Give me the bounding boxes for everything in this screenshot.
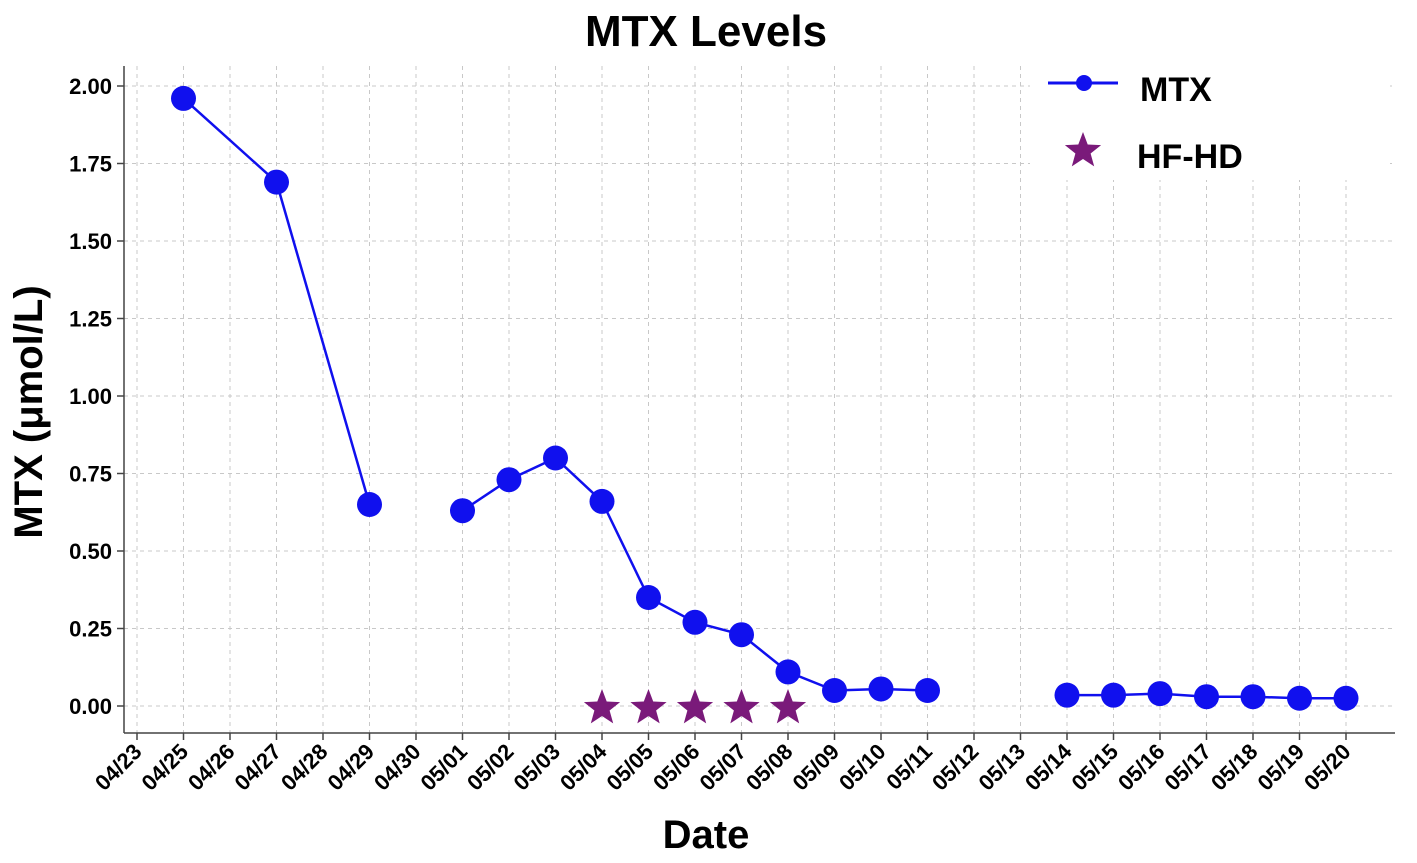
mtx-data-point <box>1333 685 1359 711</box>
mtx-data-point <box>1287 685 1312 711</box>
x-tick-label: 04/30 <box>369 739 426 796</box>
legend-hfhd-marker <box>1064 132 1102 167</box>
mtx-data-point <box>729 622 754 648</box>
mtx-data-point <box>264 169 289 195</box>
chart-title: MTX Levels <box>585 7 827 56</box>
mtx-data-point <box>682 609 708 635</box>
x-tick-label: 05/14 <box>1020 738 1077 795</box>
y-tick-label: 0.50 <box>69 539 112 564</box>
mtx-data-point <box>1240 684 1266 710</box>
x-tick-label: 05/09 <box>787 739 844 796</box>
legend-mtx-marker <box>1076 75 1092 91</box>
x-tick-label: 05/16 <box>1113 739 1170 796</box>
x-tick-label: 05/13 <box>973 739 1030 796</box>
mtx-data-point <box>543 445 568 471</box>
x-tick-label: 05/05 <box>601 739 658 796</box>
x-tick-label: 05/10 <box>834 739 891 796</box>
y-ticks: 0.00 0.25 0.50 0.75 1.00 1.25 1.50 1.75 2.00 <box>69 74 124 719</box>
mtx-data-point <box>1194 684 1219 710</box>
x-tick-label: 05/15 <box>1066 739 1123 796</box>
legend: MTX HF-HD <box>1030 60 1390 180</box>
mtx-data-point <box>589 488 615 514</box>
series-markers <box>171 85 1359 724</box>
y-tick-label: 0.25 <box>69 617 112 642</box>
y-tick-label: 0.00 <box>69 694 112 719</box>
mtx-data-point <box>357 492 382 517</box>
mtx-data-point <box>868 676 894 702</box>
hfhd-star-marker <box>583 689 621 724</box>
hfhd-star-marker <box>769 689 807 724</box>
mtx-data-point <box>915 678 940 703</box>
x-tick-label: 04/29 <box>322 739 379 796</box>
x-tick-label: 05/12 <box>927 739 984 796</box>
axes <box>123 66 1395 734</box>
x-tick-label: 05/08 <box>741 739 798 796</box>
mtx-data-point <box>450 498 475 524</box>
mtx-data-point <box>496 467 522 493</box>
x-tick-label: 05/01 <box>415 739 472 796</box>
x-tick-label: 04/28 <box>276 739 333 796</box>
x-tick-label: 05/02 <box>462 739 519 796</box>
x-tick-label: 04/27 <box>229 739 286 796</box>
x-tick-label: 05/04 <box>555 738 612 795</box>
mtx-data-point <box>775 659 801 685</box>
x-tick-label: 05/17 <box>1159 739 1216 796</box>
x-tick-label: 05/19 <box>1252 739 1309 796</box>
x-tick-label: 05/20 <box>1299 739 1356 796</box>
y-tick-label: 1.50 <box>69 229 112 254</box>
y-axis-label: MTX (μmol/L) <box>7 285 51 538</box>
mtx-data-point <box>1101 682 1126 708</box>
hfhd-star-marker <box>676 689 714 724</box>
x-tick-label: 05/03 <box>508 739 565 796</box>
x-tick-label: 04/23 <box>90 739 147 796</box>
x-axis-label: Date <box>663 813 750 857</box>
y-tick-label: 1.75 <box>69 152 112 177</box>
mtx-data-point <box>1147 681 1173 707</box>
legend-hfhd-label: HF-HD <box>1137 138 1243 176</box>
x-tick-label: 05/06 <box>648 739 705 796</box>
x-ticks: 04/2304/2504/2604/2704/2804/2904/3005/01… <box>90 733 1356 795</box>
hfhd-star-marker <box>630 689 667 724</box>
legend-mtx-label: MTX <box>1140 71 1212 109</box>
x-tick-label: 04/25 <box>136 739 193 796</box>
mtx-data-point <box>636 585 661 610</box>
hfhd-star-marker <box>723 689 760 724</box>
y-tick-label: 1.25 <box>69 307 112 332</box>
y-tick-label: 1.00 <box>69 384 112 409</box>
mtx-data-point <box>822 678 847 703</box>
x-tick-label: 05/18 <box>1206 739 1263 796</box>
x-tick-label: 05/11 <box>881 739 937 795</box>
y-tick-label: 0.75 <box>69 462 112 487</box>
grid <box>124 66 1395 733</box>
y-tick-label: 2.00 <box>69 74 112 99</box>
mtx-data-point <box>1054 682 1080 708</box>
x-tick-label: 05/07 <box>694 739 751 796</box>
series-lines <box>182 97 1346 700</box>
mtx-data-point <box>171 85 196 111</box>
x-tick-label: 04/26 <box>183 739 240 796</box>
